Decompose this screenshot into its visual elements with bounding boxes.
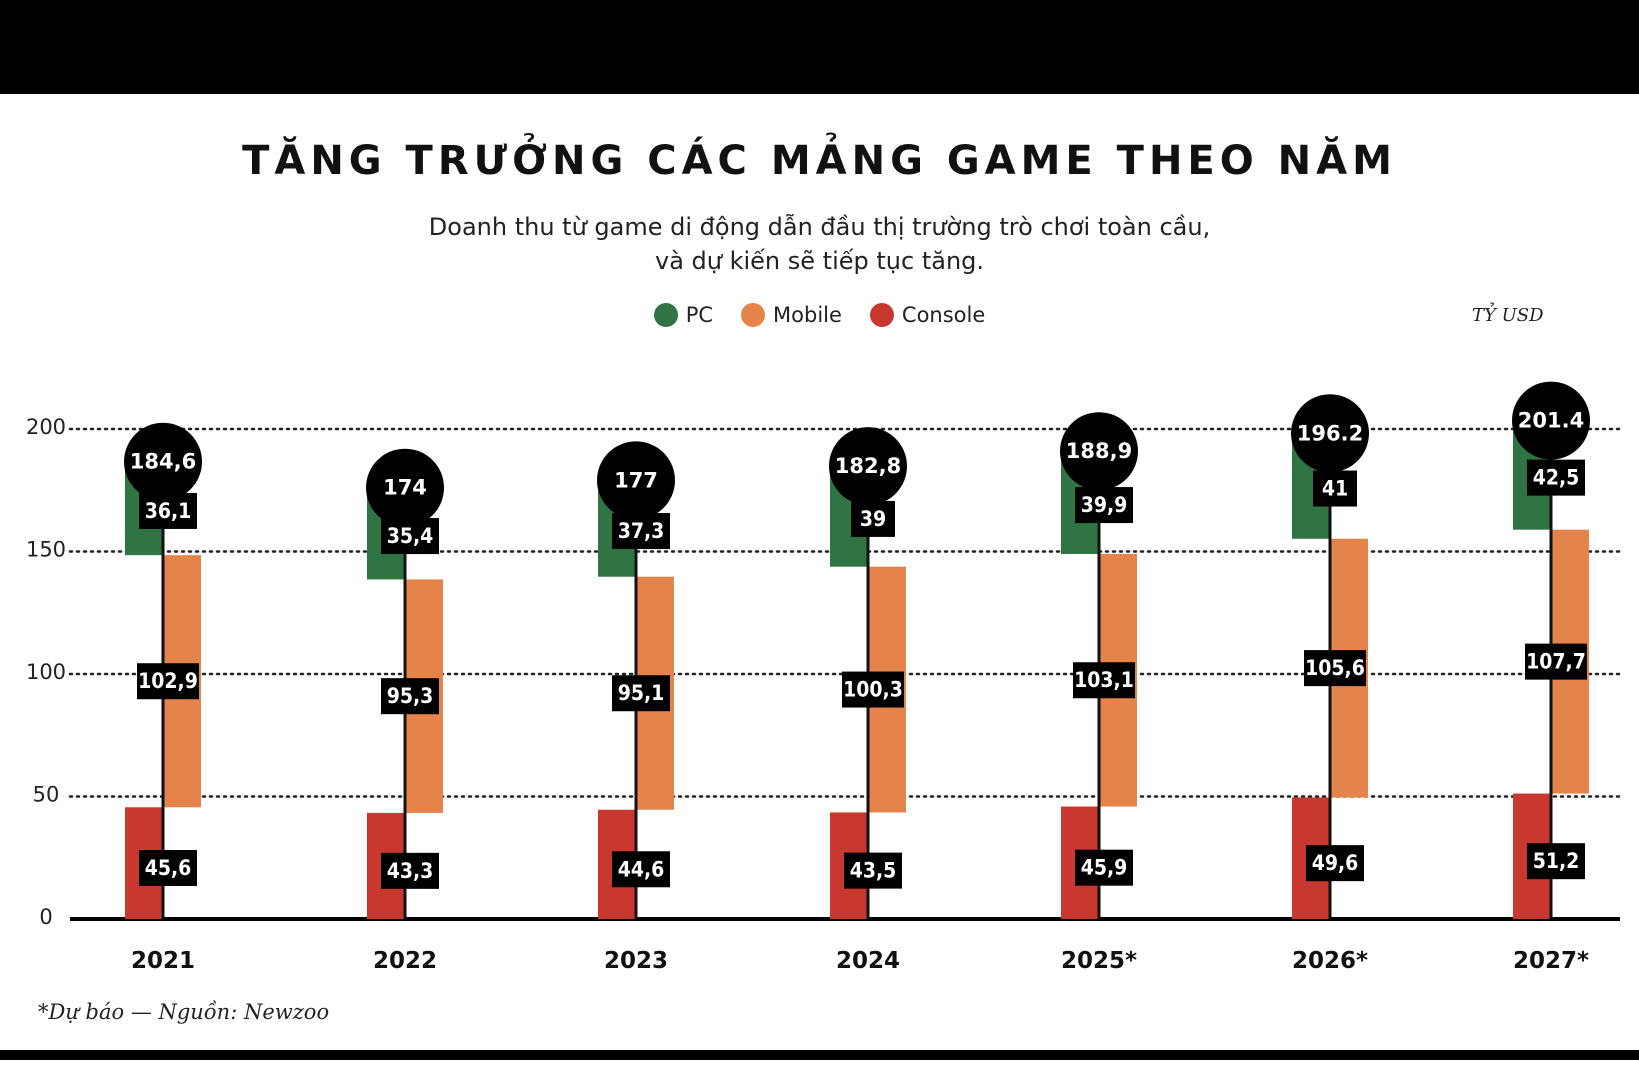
value-label-box-pc-3 [851, 500, 895, 537]
value-label-box-mobile-5 [1304, 650, 1366, 687]
legend-dot-mobile [741, 303, 766, 327]
total-label-0: 184,6 [130, 450, 196, 474]
value-label-box-console-0 [139, 850, 197, 887]
value-label-box-mobile-2 [612, 675, 670, 712]
subtitle-line-1: Doanh thu từ game di động dẫn đầu thị tr… [428, 213, 1211, 241]
value-label-mobile-0: 102,9 [138, 669, 198, 693]
value-label-pc-6: 42,5 [1533, 466, 1580, 490]
chart-title: TĂNG TRƯỞNG CÁC MẢNG GAME THEO NĂM [242, 138, 1397, 184]
legend-dot-console [869, 303, 894, 327]
total-circle-5 [1291, 394, 1369, 473]
y-tick-label-0: 0 [39, 905, 52, 929]
value-label-pc-2: 37,3 [618, 519, 665, 543]
x-tick-label-6: 2027* [1513, 948, 1589, 974]
value-label-box-mobile-4 [1073, 662, 1135, 699]
value-label-mobile-4: 103,1 [1074, 668, 1134, 692]
x-tick-label-5: 2026* [1292, 948, 1368, 974]
legend-label-pc: PC [685, 303, 714, 327]
value-label-pc-4: 39,9 [1081, 493, 1128, 517]
source-footnote: *Dự báo — Nguồn: Newzoo [38, 1000, 330, 1024]
value-label-mobile-1: 95,3 [387, 684, 434, 708]
legend-item-mobile: Mobile [741, 303, 842, 327]
value-label-pc-5: 41 [1322, 477, 1348, 501]
value-label-box-console-6 [1527, 843, 1585, 880]
value-label-pc-3: 39 [860, 507, 886, 531]
chart-legend: PC Mobile Console [0, 303, 1639, 327]
total-label-6: 201.4 [1518, 409, 1584, 433]
value-label-console-1: 43,3 [387, 859, 434, 883]
value-label-console-5: 49,6 [1312, 851, 1359, 875]
value-label-pc-0: 36,1 [145, 499, 192, 523]
total-label-3: 182,8 [835, 454, 901, 478]
total-circle-0 [124, 422, 202, 501]
total-label-5: 196.2 [1297, 421, 1363, 445]
value-label-mobile-5: 105,6 [1305, 656, 1365, 680]
value-label-box-mobile-1 [381, 678, 439, 715]
value-label-console-3: 43,5 [850, 859, 897, 883]
legend-dot-pc [653, 303, 678, 327]
y-tick-label-200: 200 [26, 415, 66, 439]
total-circle-2 [597, 441, 675, 520]
unit-label: TỶ USD [1472, 305, 1544, 326]
chart-subtitle: Doanh thu từ game di động dẫn đầu thị tr… [0, 210, 1639, 278]
x-tick-label-4: 2025* [1061, 948, 1137, 974]
value-label-box-console-5 [1306, 845, 1364, 882]
x-tick-label-0: 2021 [131, 948, 195, 974]
top-header-band [0, 0, 1639, 94]
legend-item-console: Console [869, 303, 986, 327]
y-tick-label-150: 150 [26, 538, 66, 562]
value-label-box-pc-5 [1313, 470, 1357, 507]
value-label-console-6: 51,2 [1533, 849, 1580, 873]
y-tick-label-50: 50 [33, 783, 60, 807]
value-label-box-pc-2 [612, 513, 670, 550]
value-label-box-console-2 [612, 851, 670, 888]
value-label-box-mobile-3 [842, 671, 904, 708]
value-label-box-pc-4 [1075, 487, 1133, 524]
total-label-4: 188,9 [1066, 439, 1132, 463]
value-label-console-4: 45,9 [1081, 856, 1128, 880]
legend-item-pc: PC [653, 303, 714, 327]
value-label-box-mobile-6 [1525, 643, 1587, 680]
value-label-pc-1: 35,4 [387, 524, 434, 548]
subtitle-line-2: và dự kiến sẽ tiếp tục tăng. [654, 247, 985, 275]
value-label-box-pc-6 [1527, 459, 1585, 496]
stacked-bar-chart: 0 50 100 150 200 45,6 102,9 36,1 184,6 2021 43,3 95… [26, 381, 1622, 974]
x-tick-label-1: 2022 [373, 948, 437, 974]
legend-label-console: Console [901, 303, 986, 327]
value-label-mobile-2: 95,1 [618, 681, 665, 705]
value-label-mobile-6: 107,7 [1526, 650, 1586, 674]
value-label-box-console-3 [844, 852, 902, 889]
bottom-rule [0, 1050, 1639, 1060]
value-label-mobile-3: 100,3 [843, 678, 903, 702]
total-circle-4 [1060, 412, 1138, 491]
total-circle-1 [366, 448, 444, 527]
x-tick-label-3: 2024 [836, 948, 900, 974]
value-label-box-mobile-0 [137, 663, 199, 700]
total-circle-3 [829, 427, 907, 506]
value-label-console-0: 45,6 [145, 856, 192, 880]
total-label-2: 177 [614, 468, 658, 492]
value-label-box-console-4 [1075, 849, 1133, 886]
total-label-1: 174 [383, 476, 427, 500]
total-circle-6 [1512, 381, 1590, 460]
x-tick-label-2: 2023 [604, 948, 668, 974]
y-tick-label-100: 100 [26, 660, 66, 684]
legend-label-mobile: Mobile [773, 303, 842, 327]
value-label-console-2: 44,6 [618, 857, 665, 881]
value-label-box-console-1 [381, 852, 439, 889]
